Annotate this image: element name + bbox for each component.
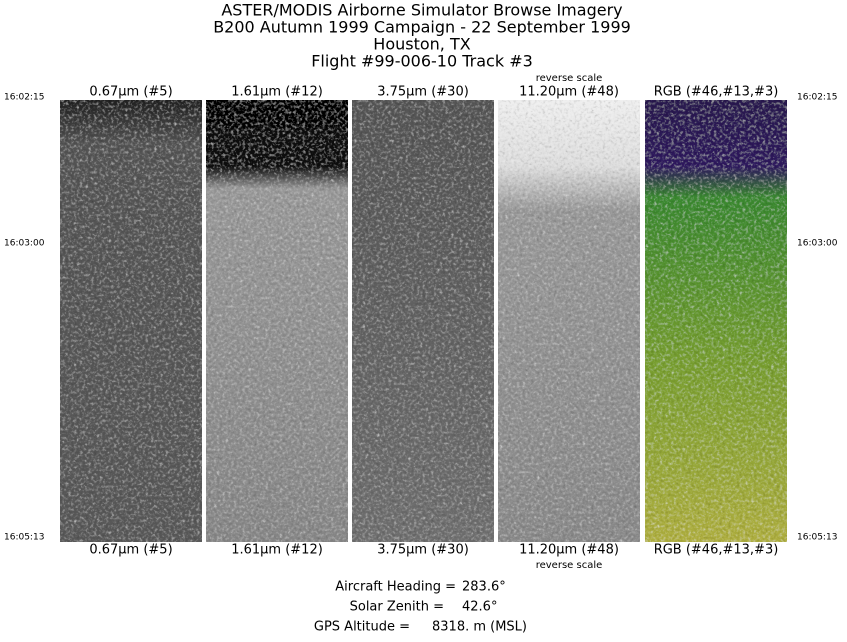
footer-label: Aircraft Heading =: [335, 580, 456, 595]
panel-bottom-label: 11.20μm (#48): [519, 543, 619, 558]
footer-value: 42.6°: [462, 600, 497, 615]
footer-value: 283.6°: [462, 580, 506, 595]
footer-label: GPS Altitude =: [314, 620, 410, 635]
time-label: 16:05:13: [797, 533, 837, 543]
time-label: 16:05:13: [4, 533, 44, 543]
image-strip: [60, 100, 202, 542]
time-label: 16:03:00: [4, 239, 45, 249]
panel-bottom-label: 1.61μm (#12): [231, 543, 323, 558]
panel-bottom-label: RGB (#46,#13,#3): [654, 543, 779, 558]
time-label: 16:03:00: [797, 239, 838, 249]
image-strip: [352, 100, 494, 542]
footer-label: Solar Zenith =: [350, 600, 444, 615]
time-label: 16:02:15: [797, 93, 837, 103]
title-line: ASTER/MODIS Airborne Simulator Browse Im…: [221, 1, 622, 20]
panel-note: reverse scale: [536, 560, 603, 571]
image-strip: [645, 100, 787, 542]
panel-top-label: RGB (#46,#13,#3): [654, 85, 779, 100]
times: 16:02:15 16:03:00 16:05:13 16:02:15 16:0…: [4, 93, 838, 543]
panel-top-label: 3.75μm (#30): [377, 85, 469, 100]
image-strip: [206, 100, 348, 542]
panel-bottom-label: 0.67μm (#5): [89, 543, 172, 558]
panels: 0.67μm (#5) 1.61μm (#12) 3.75μm (#30) 11…: [60, 73, 787, 571]
title-line: Houston, TX: [373, 35, 470, 54]
panel-top-label: 0.67μm (#5): [89, 85, 172, 100]
header: ASTER/MODIS Airborne Simulator Browse Im…: [213, 1, 631, 71]
title-line: Flight #99-006-10 Track #3: [311, 52, 533, 71]
footer: Aircraft Heading = 283.6° Solar Zenith =…: [314, 580, 527, 635]
panel-top-label: 11.20μm (#48): [519, 85, 619, 100]
panel-top-label: 1.61μm (#12): [231, 85, 323, 100]
image-strip: [498, 100, 640, 542]
panel-bottom-label: 3.75μm (#30): [377, 543, 469, 558]
time-label: 16:02:15: [4, 93, 44, 103]
panel-note: reverse scale: [536, 73, 603, 84]
footer-value: 8318. m (MSL): [432, 620, 527, 635]
title-line: B200 Autumn 1999 Campaign - 22 September…: [213, 18, 631, 37]
